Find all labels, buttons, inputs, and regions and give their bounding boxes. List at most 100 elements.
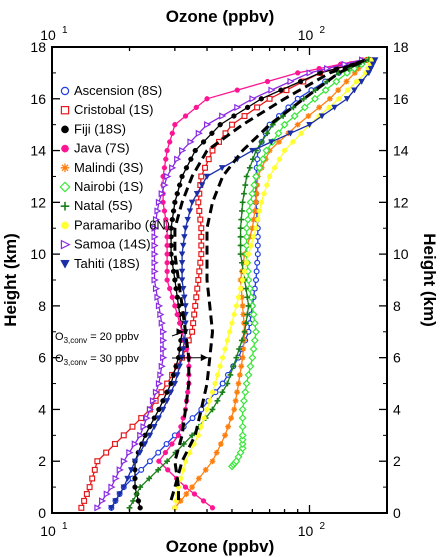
data-point [268, 86, 276, 94]
data-point [214, 397, 221, 404]
data-point [193, 104, 199, 111]
data-point [103, 449, 110, 456]
data-point [164, 251, 170, 257]
data-point [290, 139, 296, 145]
y-tick-label-left: 6 [38, 350, 46, 366]
data-point [248, 353, 257, 362]
data-point [243, 215, 252, 224]
data-point [188, 156, 194, 162]
data-point [239, 303, 246, 309]
x-tick-exponent-top: 2 [319, 25, 325, 36]
y-tick-label-right: 16 [393, 91, 409, 107]
data-point [164, 458, 171, 465]
data-point [135, 498, 142, 504]
data-point [245, 251, 252, 257]
data-point [262, 146, 271, 155]
data-point [280, 120, 289, 129]
data-point [137, 505, 143, 511]
data-point [164, 260, 170, 266]
data-point [237, 233, 244, 240]
data-point [182, 113, 189, 119]
data-point [239, 294, 245, 301]
data-point [326, 104, 332, 111]
data-point [160, 354, 168, 362]
data-point [295, 70, 301, 76]
data-point [218, 165, 226, 172]
data-point [246, 198, 255, 207]
data-point [253, 199, 259, 206]
data-point [195, 277, 202, 284]
data-point [237, 225, 244, 232]
data-point [237, 251, 244, 257]
data-point [264, 130, 271, 137]
data-point [149, 397, 158, 405]
data-point [171, 380, 179, 387]
data-point [126, 448, 134, 457]
data-point [239, 259, 245, 266]
data-point [127, 467, 135, 474]
data-point [298, 130, 304, 136]
data-point [249, 147, 256, 154]
data-point [194, 285, 201, 292]
data-point [219, 380, 226, 387]
data-point [268, 139, 275, 146]
legend-marker [60, 105, 70, 115]
y-tick-label-left: 16 [30, 91, 46, 107]
data-point [164, 172, 172, 181]
data-point [172, 199, 178, 205]
data-point [204, 406, 210, 413]
data-point [336, 96, 342, 102]
data-point [151, 224, 159, 232]
y-tick-label-left: 0 [38, 505, 46, 521]
data-point [174, 191, 180, 197]
data-point [258, 155, 267, 164]
data-point [310, 94, 319, 103]
data-point [189, 415, 196, 422]
data-point [164, 277, 170, 283]
data-point [185, 389, 191, 395]
data-point [116, 491, 123, 498]
data-point [278, 87, 284, 93]
y-tick-label-right: 12 [393, 194, 409, 210]
data-point [300, 103, 309, 112]
data-point [193, 294, 200, 301]
data-point [94, 504, 102, 512]
data-point [152, 388, 161, 396]
data-point [207, 398, 213, 404]
data-point [193, 191, 201, 198]
data-point [120, 484, 128, 491]
data-point [234, 389, 240, 396]
data-point [290, 112, 299, 121]
data-point [233, 354, 240, 361]
y-tick-label-left: 8 [38, 298, 46, 314]
data-point [158, 190, 166, 198]
data-point [238, 444, 247, 453]
data-point [241, 190, 247, 197]
data-point [365, 70, 373, 77]
data-point [300, 95, 307, 102]
y-tick-label-right: 8 [393, 298, 401, 314]
legend-marker [60, 201, 70, 211]
data-point [111, 440, 118, 447]
data-point [196, 268, 203, 275]
x-tick-label-top: 10 [298, 27, 314, 43]
data-point [335, 87, 342, 94]
data-point [197, 216, 204, 223]
y-tick-label-right: 0 [393, 505, 401, 521]
data-point [280, 113, 286, 119]
data-point [173, 285, 179, 292]
data-point [316, 104, 323, 111]
data-point [222, 432, 228, 439]
data-point [170, 208, 177, 214]
data-point [198, 424, 204, 430]
data-point [136, 449, 144, 456]
data-point [156, 458, 162, 464]
data-point [351, 87, 358, 94]
data-point [248, 301, 257, 310]
annotations: O3,conv = 20 ppbv O3,conv = 30 ppbv [55, 328, 208, 367]
data-point [151, 259, 159, 267]
data-point [234, 103, 242, 112]
data-point [198, 233, 205, 240]
data-point [239, 199, 246, 206]
data-point [250, 216, 257, 223]
